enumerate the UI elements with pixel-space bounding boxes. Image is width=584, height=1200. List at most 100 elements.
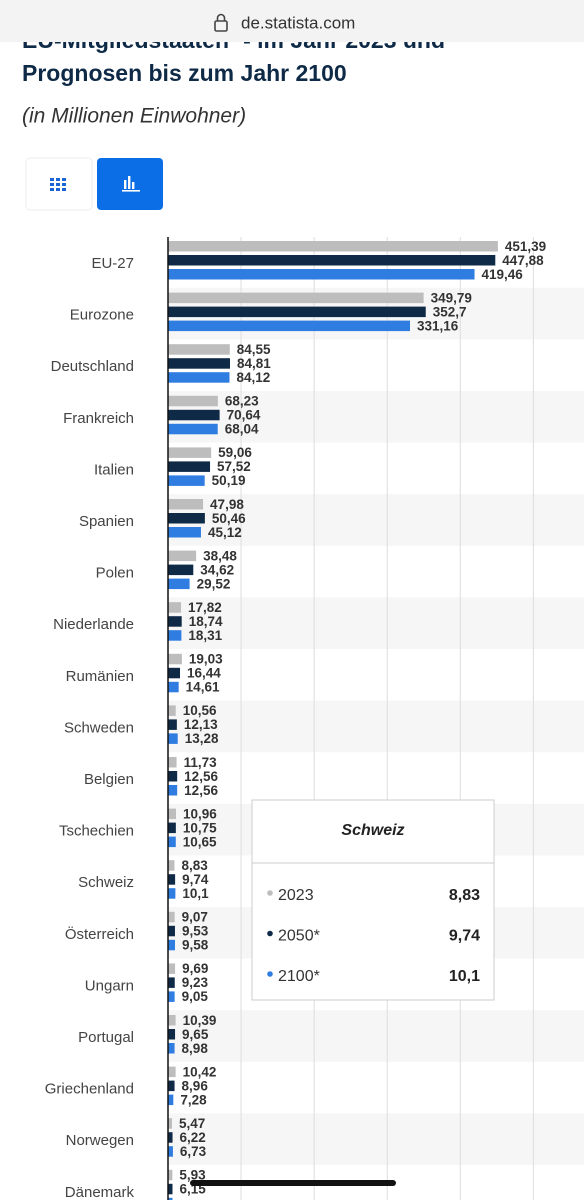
category-label: Norwegen [66, 1132, 134, 1149]
bar [168, 461, 211, 472]
bar [168, 409, 220, 421]
bar [168, 1029, 176, 1040]
legend-label: 2050* [278, 928, 320, 945]
category-label: Portugal [78, 1029, 134, 1046]
row-stripe [168, 494, 584, 546]
bar [168, 719, 177, 730]
value-label: 9,23 [182, 975, 209, 990]
chart-subtitle: (in Millionen Einwohner) [22, 105, 246, 128]
legend-dot [267, 890, 273, 896]
value-label: 447,88 [502, 253, 544, 268]
bar [168, 1118, 172, 1129]
value-label: 10,56 [183, 703, 217, 718]
value-label: 84,55 [237, 342, 271, 357]
value-label: 349,79 [431, 290, 472, 305]
bar [168, 358, 230, 369]
browser-bar [0, 0, 584, 42]
bar [168, 499, 204, 510]
legend-dot [267, 930, 273, 937]
lock-icon [214, 13, 228, 32]
row-stripe [168, 391, 584, 443]
bar [168, 653, 182, 665]
bar [168, 785, 178, 796]
value-label: 331,16 [417, 318, 459, 333]
bar [168, 423, 218, 435]
bar [168, 1094, 174, 1106]
bar [168, 344, 230, 355]
value-label: 57,52 [217, 459, 251, 474]
bar [168, 939, 176, 951]
value-label: 8,96 [182, 1078, 209, 1093]
value-label: 18,31 [188, 628, 222, 643]
bar [168, 1169, 173, 1181]
value-label: 19,03 [189, 652, 223, 667]
category-label: Dänemark [65, 1184, 135, 1200]
bar [168, 550, 197, 562]
chart-title: Prognosen bis zum Jahr 2100 [22, 60, 347, 86]
category-label: EU-27 [91, 255, 134, 272]
value-label: 12,13 [184, 717, 218, 732]
value-label: 10,96 [183, 806, 217, 821]
value-label: 10,39 [183, 1013, 217, 1028]
value-label: 84,81 [237, 356, 271, 371]
table-button[interactable] [25, 157, 93, 211]
bar [168, 255, 496, 266]
bar [168, 475, 205, 486]
bar [168, 1015, 176, 1026]
bar [168, 292, 424, 304]
bar [168, 808, 177, 820]
legend-label: 2023 [278, 887, 314, 904]
category-label: Österreich [65, 925, 134, 943]
bar [168, 1183, 173, 1195]
tooltip-value: 10,1 [449, 968, 480, 985]
background [168, 287, 584, 1165]
bar [168, 822, 176, 834]
bar [168, 527, 201, 538]
category-label: Belgien [84, 771, 134, 788]
value-label: 34,62 [200, 562, 234, 577]
bar [168, 320, 411, 332]
legend-label: 2100* [278, 968, 320, 985]
value-label: 11,73 [184, 755, 218, 770]
chart-button[interactable] [97, 158, 163, 210]
bar [168, 306, 426, 318]
value-label: 50,46 [212, 511, 246, 526]
category-label: Frankreich [63, 410, 134, 427]
url: de.statista.com [241, 13, 355, 32]
value-label: 29,52 [197, 576, 231, 591]
value-label: 50,19 [212, 473, 246, 488]
category-label: Eurozone [70, 307, 134, 324]
value-label: 7,28 [180, 1092, 207, 1107]
value-label: 5,93 [179, 1168, 206, 1183]
bar [168, 602, 182, 613]
value-label: 10,65 [183, 834, 217, 849]
value-label: 45,12 [208, 525, 242, 540]
bar [168, 757, 177, 768]
legend-dot [267, 971, 273, 977]
value-label: 16,44 [187, 666, 221, 681]
bar [168, 1080, 175, 1092]
tooltip: Schweiz 2023 8,83 2050* 9,74 2100* 10,1 [251, 799, 495, 1001]
tooltip-title: Schweiz [341, 822, 404, 839]
value-label: 352,7 [433, 304, 467, 319]
value-label: 68,04 [225, 422, 259, 437]
value-label: 10,75 [183, 820, 217, 835]
bar [168, 925, 175, 937]
value-label: 8,98 [182, 1041, 209, 1056]
value-label: 6,73 [180, 1144, 207, 1159]
bar [168, 733, 178, 744]
bar [168, 888, 176, 899]
bar [168, 977, 175, 988]
category-label: Niederlande [53, 616, 134, 633]
value-label: 70,64 [227, 408, 261, 423]
category-label: Spanien [79, 513, 134, 530]
value-label: 10,42 [183, 1064, 217, 1079]
value-label: 5,47 [179, 1116, 205, 1131]
bar [168, 1146, 173, 1157]
bar [168, 667, 181, 679]
bar [168, 578, 190, 590]
value-label: 68,23 [225, 394, 259, 409]
